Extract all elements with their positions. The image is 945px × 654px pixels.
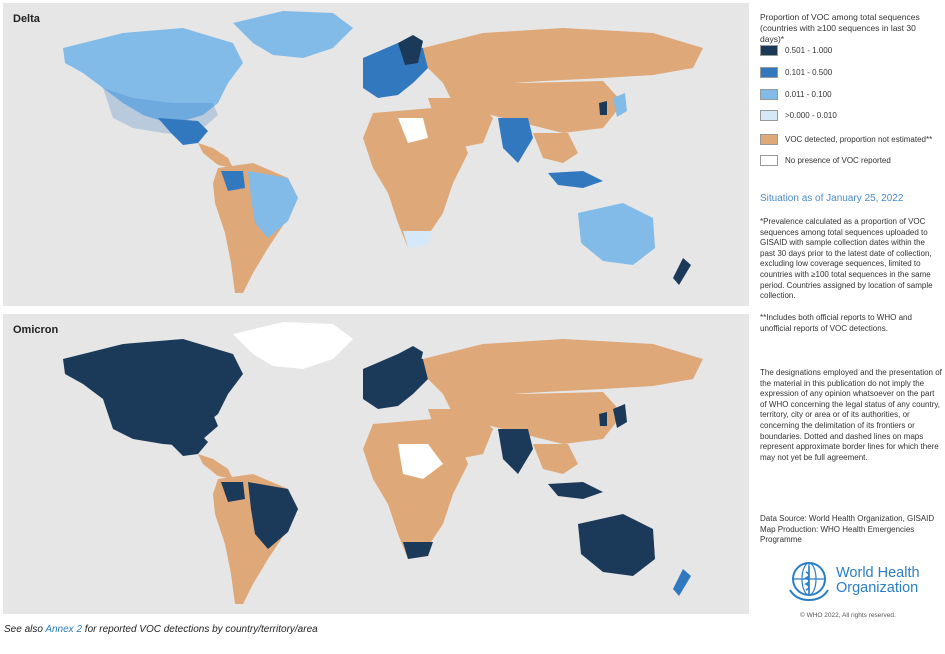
footer-prefix: See also: [4, 624, 46, 635]
north-america: [63, 28, 243, 123]
colombia: [221, 482, 245, 502]
middle-east: [428, 409, 493, 459]
new-zealand: [673, 258, 691, 285]
japan: [613, 93, 627, 117]
russia: [423, 339, 703, 396]
india: [498, 429, 533, 474]
africa: [363, 419, 468, 559]
scandinavia: [398, 346, 423, 376]
brazil: [248, 482, 298, 549]
omicron-map-panel: Omicron: [3, 314, 749, 614]
southeast-asia: [533, 444, 578, 474]
south-africa: [403, 231, 433, 248]
colombia: [221, 171, 245, 191]
legend-title: Proportion of VOC among total sequences …: [760, 12, 920, 44]
legend-label: 0.501 - 1.000: [785, 45, 833, 55]
russia: [423, 28, 703, 85]
china: [523, 394, 613, 442]
legend-swatch: [760, 88, 778, 100]
central-america: [198, 143, 233, 168]
who-logo: World Health Organization: [786, 560, 920, 602]
legend-label: 0.101 - 0.500: [785, 67, 833, 77]
legend-label: VOC detected, proportion not estimated**: [785, 134, 933, 144]
footer-caption: See also Annex 2 for reported VOC detect…: [4, 624, 318, 635]
data-source-note: Data Source: World Health Organization, …: [760, 514, 935, 545]
legend-swatch: [760, 109, 778, 121]
delta-world-map: [63, 11, 703, 293]
africa-white: [398, 444, 443, 479]
china: [523, 83, 613, 131]
africa: [363, 108, 468, 248]
legend-item-4: VOC detected, proportion not estimated**: [760, 133, 932, 145]
india: [498, 118, 533, 163]
korea: [599, 412, 607, 426]
indonesia: [548, 171, 603, 188]
delta-map-title: Delta: [13, 13, 40, 25]
greenland: [233, 322, 353, 369]
australia: [578, 514, 655, 576]
greenland: [233, 11, 353, 58]
japan: [613, 404, 627, 428]
who-name-line2: Organization: [836, 580, 919, 596]
north-africa-white: [398, 118, 428, 143]
omicron-map-title: Omicron: [13, 324, 59, 336]
who-name-line1: World Health: [836, 565, 920, 581]
korea: [599, 101, 607, 115]
brazil: [248, 171, 298, 238]
legend-panel: Proportion of VOC among total sequences …: [758, 0, 944, 654]
disclaimer-note: The designations employed and the presen…: [760, 368, 942, 462]
indonesia: [548, 482, 603, 499]
omicron-world-map: [63, 322, 703, 604]
includes-note: **Includes both official reports to WHO …: [760, 313, 912, 333]
legend-item-1: 0.101 - 0.500: [760, 66, 832, 78]
australia: [578, 203, 655, 265]
prevalence-note: *Prevalence calculated as a proportion o…: [760, 217, 933, 301]
legend-swatch: [760, 66, 778, 78]
new-zealand: [673, 569, 691, 596]
copyright: © WHO 2022, All rights reserved.: [800, 612, 896, 619]
delta-map-panel: Delta: [3, 3, 749, 306]
central-america: [198, 454, 233, 479]
legend-label: >0.000 - 0.010: [785, 110, 837, 120]
southeast-asia: [533, 133, 578, 163]
legend-swatch: [760, 133, 778, 145]
south-africa: [403, 542, 433, 559]
legend-item-2: 0.011 - 0.100: [760, 88, 832, 100]
legend-item-5: No presence of VOC reported: [760, 154, 891, 166]
legend-item-3: >0.000 - 0.010: [760, 109, 837, 121]
middle-east: [428, 98, 493, 148]
situation-date: Situation as of January 25, 2022: [760, 193, 904, 204]
who-emblem-icon: [789, 562, 829, 602]
north-america: [63, 339, 243, 434]
mexico: [158, 118, 208, 145]
legend-label: No presence of VOC reported: [785, 155, 891, 165]
mexico: [158, 429, 208, 456]
legend-swatch: [760, 44, 778, 56]
legend-swatch: [760, 154, 778, 166]
footer-suffix: for reported VOC detections by country/t…: [82, 624, 318, 635]
scandinavia: [398, 35, 423, 65]
annex-2-link[interactable]: Annex 2: [45, 624, 83, 635]
legend-item-0: 0.501 - 1.000: [760, 44, 832, 56]
legend-label: 0.011 - 0.100: [785, 89, 832, 99]
